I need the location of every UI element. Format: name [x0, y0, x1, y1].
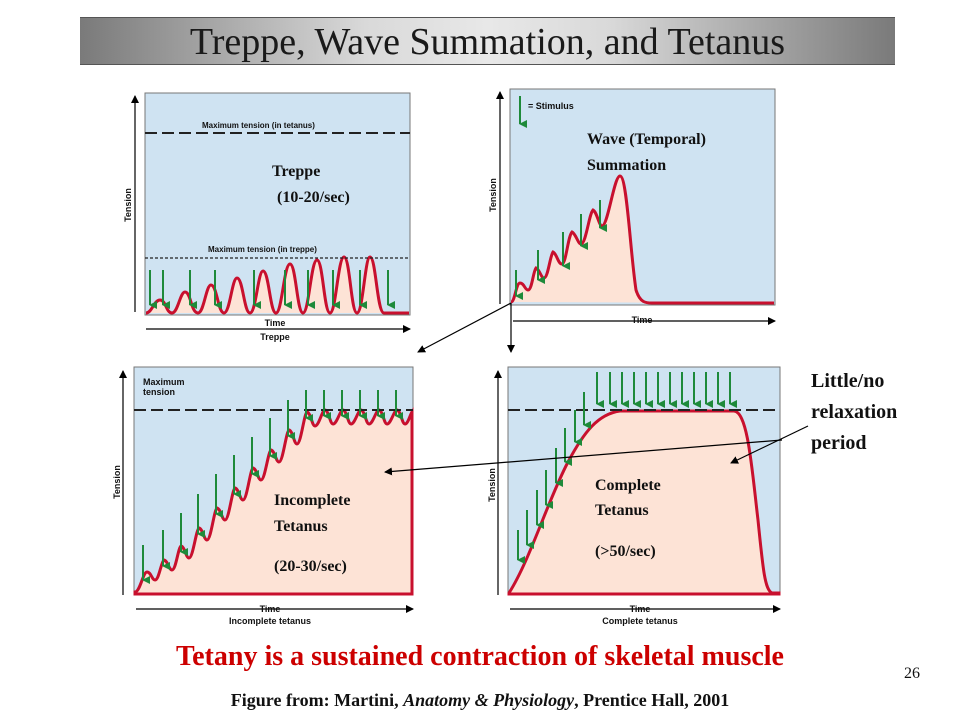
citation-prefix: Figure from: Martini, — [230, 690, 404, 710]
incomplete-panel: Maximum tension Incomplete Tetanus (20-3… — [112, 366, 414, 626]
arrow-wave-to-incomplete — [417, 302, 512, 353]
complete-stimulus-arrows — [517, 372, 737, 564]
wave-label-line2: Summation — [587, 157, 666, 174]
incomplete-time-label: Time — [260, 604, 281, 614]
treppe-stimulus-arrows — [149, 270, 395, 309]
incomplete-label-line1: Incomplete — [274, 492, 350, 509]
complete-label-line1: Complete — [595, 477, 661, 494]
complete-label-line2: Tetanus — [595, 502, 649, 519]
relaxation-note: Little/no relaxation period — [811, 366, 897, 459]
treppe-caption: Treppe — [260, 332, 290, 342]
treppe-label-line1: Treppe — [272, 163, 320, 180]
treppe-tension-label: Tension — [123, 188, 133, 222]
treppe-panel: Maximum tension (in tetanus) Maximum ten… — [123, 92, 411, 342]
citation-suffix: , Prentice Hall, 2001 — [574, 690, 730, 710]
complete-tension-label: Tension — [487, 468, 497, 502]
title-bar: Treppe, Wave Summation, and Tetanus — [80, 17, 895, 65]
incomplete-rate: (20-30/sec) — [274, 558, 347, 575]
complete-caption: Complete tetanus — [602, 616, 678, 626]
incomplete-max-label-line1: Maximum — [143, 377, 185, 387]
citation-book: Anatomy & Physiology — [403, 690, 575, 710]
complete-panel: Complete Tetanus (>50/sec) Tension Time … — [487, 366, 781, 626]
treppe-max-tetanus-label: Maximum tension (in tetanus) — [202, 121, 315, 130]
treppe-max-treppe-label: Maximum tension (in treppe) — [208, 245, 317, 254]
wave-panel: = Stimulus Wave (Temporal) Summation Ten… — [488, 88, 776, 325]
treppe-curve — [145, 255, 409, 315]
relaxation-note-line2: relaxation — [811, 401, 898, 423]
incomplete-caption: Incomplete tetanus — [229, 616, 311, 626]
treppe-time-label: Time — [265, 318, 286, 328]
wave-label-line1: Wave (Temporal) — [587, 131, 706, 148]
complete-time-label: Time — [630, 604, 651, 614]
complete-rate: (>50/sec) — [595, 543, 656, 560]
arrow-relaxation-to-complete — [730, 425, 809, 464]
slide-title: Treppe, Wave Summation, and Tetanus — [189, 21, 786, 63]
tetany-statement: Tetany is a sustained contraction of ske… — [176, 641, 784, 672]
connector-arrows — [384, 302, 809, 476]
page-number: 26 — [904, 665, 920, 682]
incomplete-max-label-line2: tension — [143, 387, 175, 397]
wave-tension-label: Tension — [488, 178, 498, 212]
arrow-relaxation-to-incomplete — [384, 439, 783, 476]
wave-stimulus-arrows — [515, 200, 607, 300]
relaxation-note-line3: period — [811, 432, 867, 454]
incomplete-tension-label: Tension — [112, 465, 122, 499]
wave-curve — [510, 174, 774, 305]
relaxation-note-line1: Little/no — [811, 370, 885, 392]
treppe-label-line2: (10-20/sec) — [277, 189, 350, 206]
incomplete-label-line2: Tetanus — [274, 518, 328, 535]
figure-citation: Figure from: Martini, Anatomy & Physiolo… — [0, 690, 960, 711]
wave-time-label: Time — [632, 315, 653, 325]
stimulus-legend-text: = Stimulus — [528, 101, 574, 111]
incomplete-stimulus-arrows — [142, 390, 403, 584]
